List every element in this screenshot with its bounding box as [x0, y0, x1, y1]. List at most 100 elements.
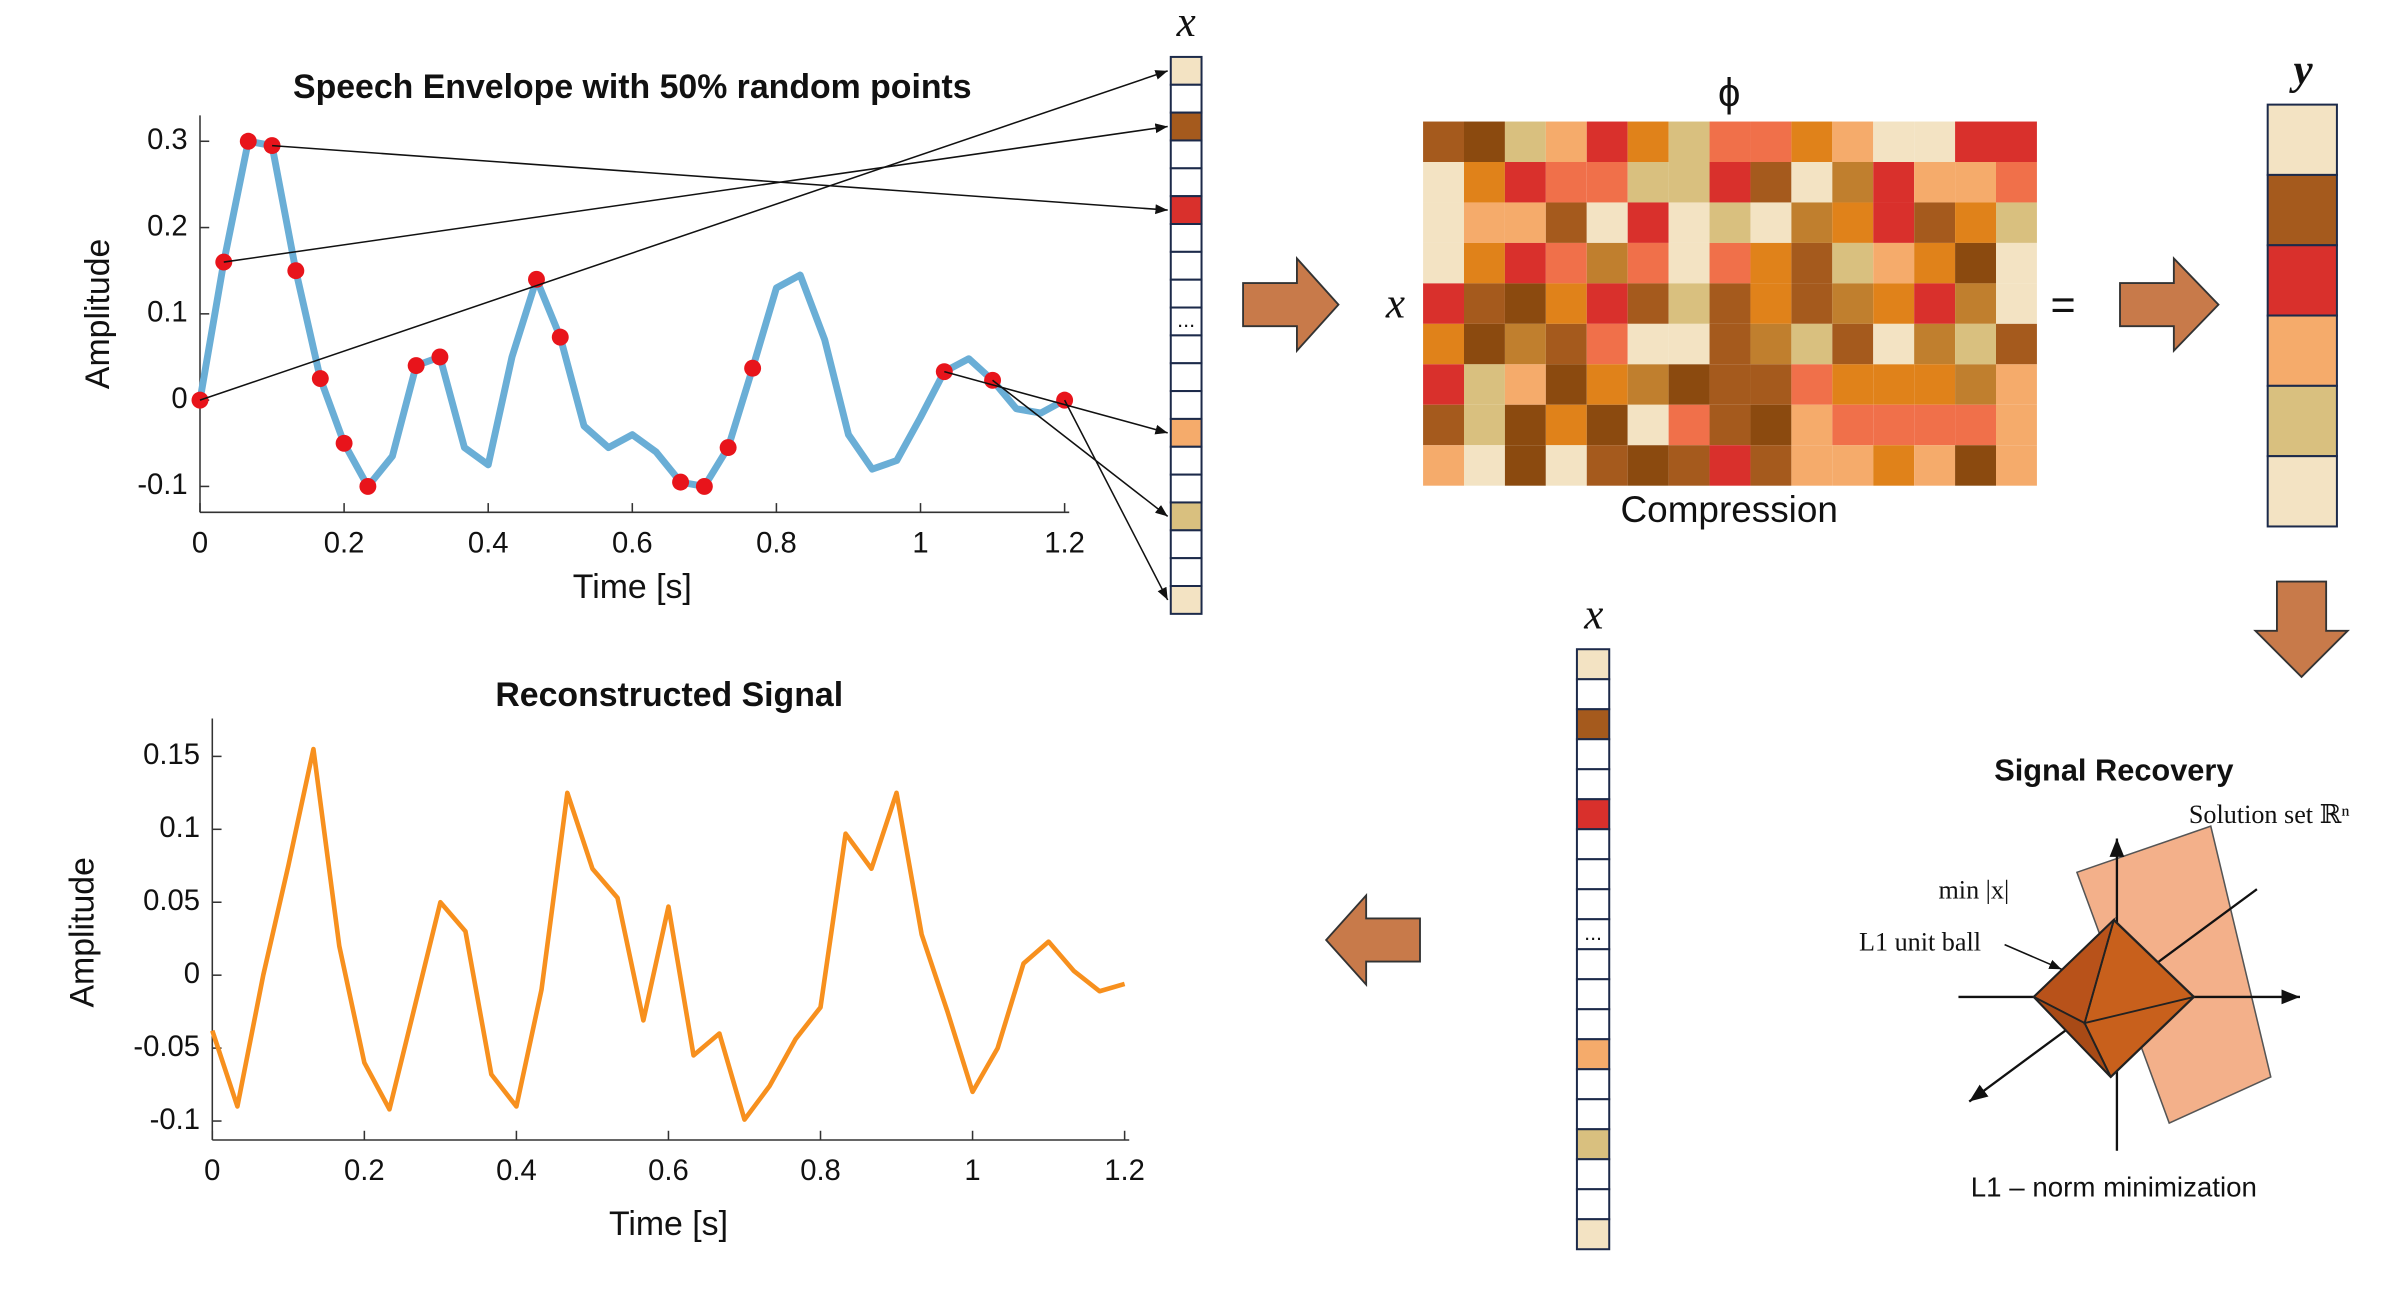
vector-cell [1575, 798, 1611, 831]
matrix-cell [1955, 283, 1996, 324]
vector-cell [2266, 244, 2338, 317]
x-tick-label: 1 [912, 527, 928, 559]
vector-cell [1169, 529, 1203, 560]
matrix-cell [1996, 445, 2037, 486]
x-label: x [1583, 591, 1603, 638]
matrix-cell [1832, 445, 1874, 486]
matrix-cell [1873, 242, 1915, 284]
matrix-cell [1586, 404, 1628, 446]
vector-cell [1575, 948, 1611, 981]
matrix-cell [1545, 323, 1587, 365]
matrix-cell [1914, 121, 1956, 162]
matrix-cell [1545, 445, 1587, 486]
matrix-cell [1627, 242, 1669, 284]
vector-cell [1575, 828, 1611, 861]
matrix-cell [1627, 162, 1669, 203]
matrix-cell [1504, 364, 1546, 405]
matrix-cell [1750, 283, 1792, 324]
matrix-cell [1914, 242, 1956, 284]
l1-edge [2083, 1022, 2112, 1078]
matrix-cell [1545, 121, 1587, 162]
x-tick-label: 0.6 [648, 1155, 689, 1187]
matrix-cell [1914, 162, 1956, 203]
matrix-cell [1586, 283, 1628, 324]
vector-cell [1575, 858, 1611, 891]
flow-arrow [2119, 256, 2220, 354]
matrix-cell [1709, 364, 1751, 405]
matrix-cell [1914, 404, 1956, 446]
matrix-cell [1832, 364, 1874, 405]
vector-cell [1169, 334, 1203, 365]
matrix-cell [1709, 404, 1751, 446]
vector-cell [1575, 648, 1611, 681]
matrix-cell [1709, 162, 1751, 203]
matrix-cell [1627, 121, 1669, 162]
vector-cell [1169, 390, 1203, 420]
matrix-cell [1955, 323, 1996, 365]
sampling-arrow [944, 370, 1168, 435]
sample-point [359, 477, 377, 495]
vector-cell [1575, 1008, 1611, 1041]
matrix-cell [1873, 445, 1915, 486]
matrix-cell [1791, 162, 1833, 203]
matrix-cell [1996, 323, 2037, 365]
matrix-cell [1791, 121, 1833, 162]
signal-line [210, 746, 1126, 1122]
matrix-cell [1423, 202, 1464, 243]
ellipsis: ... [1584, 921, 1602, 945]
matrix-cell [1423, 445, 1464, 486]
vector-cell [1575, 738, 1611, 771]
y-axis-label: Amplitude [79, 239, 117, 389]
flow-arrow [2253, 580, 2350, 679]
matrix-cell [1955, 121, 1996, 162]
y-tick-label: 0.15 [143, 739, 200, 771]
matrix-cell [1668, 242, 1710, 284]
matrix-cell [1504, 445, 1546, 486]
matrix-cell [1791, 323, 1833, 365]
vector-cell [1575, 1218, 1611, 1251]
matrix-cell [1996, 242, 2037, 284]
recovery-title: Signal Recovery [1994, 752, 2233, 787]
sampling-arrow [271, 144, 1168, 215]
y-tick-label: 0.2 [147, 210, 188, 242]
matrix-cell [1832, 283, 1874, 324]
equals: = [2050, 281, 2075, 329]
sampling-arrow [199, 70, 1168, 401]
sampling-arrow [223, 123, 1168, 263]
matrix-cell [1791, 445, 1833, 486]
chart-title: Reconstructed Signal [495, 676, 843, 714]
matrix-cell [1627, 364, 1669, 405]
chart-title: Speech Envelope with 50% random points [293, 68, 972, 106]
vector-cell [1169, 55, 1203, 86]
matrix-cell [1423, 162, 1464, 203]
matrix-cell [1586, 323, 1628, 365]
matrix-cell [1873, 162, 1915, 203]
vector-cell [2266, 173, 2338, 247]
matrix-cell [1504, 121, 1546, 162]
matrix-cell [1832, 202, 1874, 243]
matrix-cell [1914, 283, 1956, 324]
matrix-cell [1586, 121, 1628, 162]
matrix-cell [1423, 121, 1464, 162]
ball-label: L1 unit ball [1859, 928, 1981, 957]
matrix-cell [1832, 162, 1874, 203]
matrix-cell [1750, 242, 1792, 284]
matrix-cell [1504, 202, 1546, 243]
matrix-cell [1545, 202, 1587, 243]
y-tick-label: 0 [184, 958, 200, 990]
vector-cell [1575, 1158, 1611, 1191]
vector-cell [1169, 417, 1203, 448]
sampling-arrow [992, 379, 1169, 517]
sample-point [335, 434, 353, 452]
y-label: y [2289, 47, 2314, 94]
x-tick-label: 0.8 [756, 527, 797, 559]
matrix-cell [1709, 202, 1751, 243]
matrix-cell [1586, 445, 1628, 486]
matrix-cell [1668, 283, 1710, 324]
y-tick-label: 0 [171, 383, 187, 415]
matrix-cell [1668, 364, 1710, 405]
matrix-cell [1750, 121, 1792, 162]
matrix-cell [1464, 364, 1505, 405]
y-tick-label: 0.05 [143, 885, 200, 917]
